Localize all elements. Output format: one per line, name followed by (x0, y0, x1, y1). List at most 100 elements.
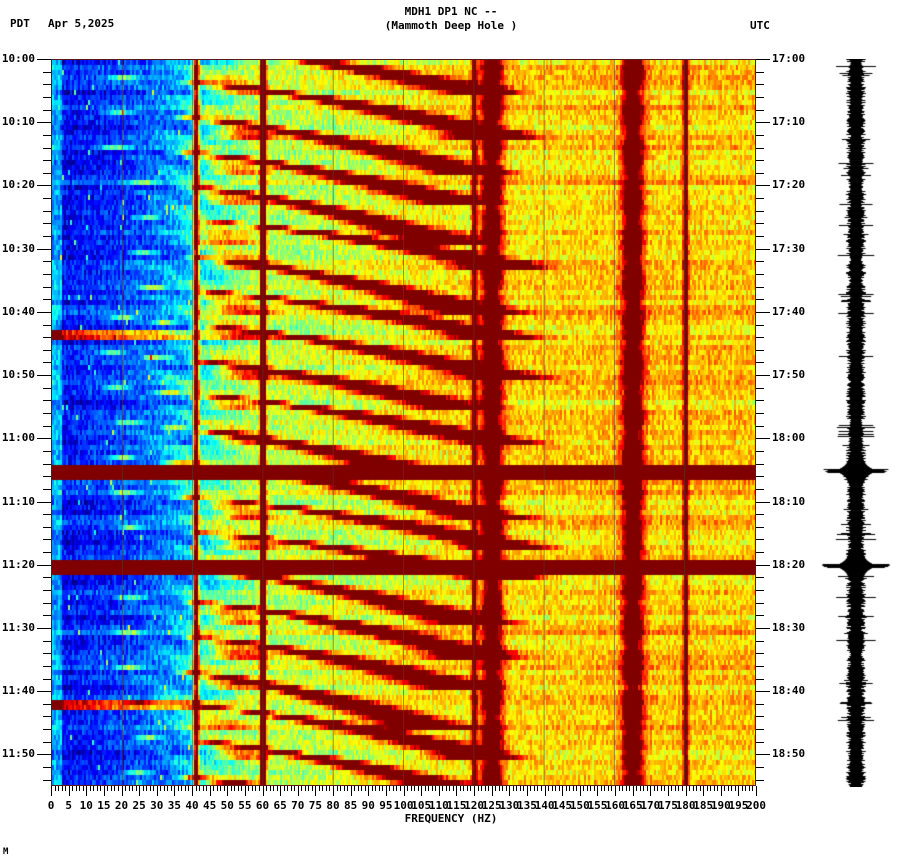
freq-minor-tick (290, 786, 292, 791)
freq-minor-tick (717, 786, 719, 791)
freq-tick-label: 30 (150, 799, 164, 812)
utc-minor-tick (756, 413, 764, 415)
date-label: Apr 5,2025 (48, 17, 115, 30)
spectrogram-plot[interactable] (51, 59, 756, 786)
freq-minor-tick (125, 786, 127, 791)
freq-minor-tick (364, 786, 366, 791)
freq-tick-label: 170 (640, 799, 661, 812)
utc-tick-label: 18:10 (772, 494, 806, 508)
freq-major-tick (350, 786, 352, 796)
freq-minor-tick (184, 786, 186, 791)
utc-minor-tick (756, 349, 764, 351)
freq-minor-tick (65, 786, 67, 791)
freq-tick-label: 55 (238, 799, 252, 812)
freq-minor-tick (283, 786, 285, 791)
utc-minor-tick (756, 425, 764, 427)
pdt-tick-label: 10:00 (1, 52, 35, 65)
freq-minor-tick (555, 786, 557, 791)
freq-minor-tick (329, 786, 331, 791)
utc-minor-tick (756, 665, 764, 667)
utc-minor-tick (756, 84, 764, 86)
utc-major-tick (756, 185, 770, 187)
pdt-minor-tick (43, 539, 51, 541)
freq-minor-tick (170, 786, 172, 791)
freq-minor-tick (431, 786, 433, 791)
utc-minor-tick (756, 463, 764, 465)
freq-minor-tick (607, 786, 609, 791)
pdt-tick-label: 11:40 (1, 684, 35, 698)
freq-minor-tick (340, 786, 342, 791)
freq-minor-tick (382, 786, 384, 791)
freq-major-tick (597, 786, 599, 796)
freq-major-tick (315, 786, 317, 796)
freq-tick-label: 180 (675, 799, 696, 812)
pdt-minor-tick (43, 273, 51, 275)
utc-major-tick (756, 248, 770, 250)
freq-tick-label: 165 (622, 799, 643, 812)
freq-major-tick (632, 786, 634, 796)
seismogram-trace (816, 59, 902, 787)
freq-tick-label: 120 (464, 799, 484, 812)
pdt-minor-tick (43, 488, 51, 490)
utc-major-tick (756, 438, 770, 440)
freq-minor-tick (392, 786, 394, 791)
freq-minor-tick (269, 786, 271, 791)
freq-minor-tick (163, 786, 165, 791)
freq-minor-tick (325, 786, 327, 791)
utc-tick-label: 18:50 (772, 747, 806, 761)
freq-minor-tick (230, 786, 232, 791)
pdt-minor-tick (43, 387, 51, 389)
freq-tick-label: 160 (605, 799, 625, 812)
freq-minor-tick (442, 786, 444, 791)
freq-minor-tick (470, 786, 472, 791)
freq-major-tick (562, 786, 564, 796)
freq-minor-tick (311, 786, 313, 791)
pdt-minor-tick (43, 577, 51, 579)
freq-tick-label: 90 (361, 799, 375, 812)
freq-minor-tick (160, 786, 162, 791)
utc-major-tick (756, 311, 770, 313)
utc-minor-tick (756, 96, 764, 98)
freq-minor-tick (660, 786, 662, 791)
pdt-minor-tick (43, 425, 51, 427)
utc-tick-label: 17:00 (772, 52, 806, 65)
utc-minor-tick (756, 653, 764, 655)
freq-minor-tick (452, 786, 454, 791)
freq-minor-tick (696, 786, 698, 791)
freq-minor-tick (445, 786, 447, 791)
freq-minor-tick (167, 786, 169, 791)
freq-major-tick (51, 786, 52, 796)
pdt-minor-tick (43, 552, 51, 554)
freq-minor-tick (248, 786, 250, 791)
utc-minor-tick (756, 678, 764, 680)
freq-major-tick (244, 786, 246, 796)
pdt-minor-tick (43, 337, 51, 339)
freq-minor-tick (519, 786, 521, 791)
utc-tick-label: 18:30 (772, 620, 806, 634)
freq-major-tick (385, 786, 387, 796)
freq-minor-tick (114, 786, 116, 791)
pdt-minor-tick (43, 590, 51, 592)
freq-minor-tick (604, 786, 606, 791)
utc-minor-tick (756, 552, 764, 554)
freq-minor-tick (146, 786, 148, 791)
freq-minor-tick (234, 786, 236, 791)
utc-minor-tick (756, 324, 764, 326)
freq-minor-tick (533, 786, 535, 791)
pdt-tick-label: 10:10 (1, 115, 35, 129)
freq-minor-tick (639, 786, 641, 791)
freq-minor-tick (294, 786, 296, 791)
timezone-label-left: PDT (10, 17, 30, 30)
pdt-tick-label: 10:30 (1, 241, 35, 255)
utc-tick-label: 18:00 (772, 431, 806, 445)
utc-minor-tick (756, 362, 764, 364)
pdt-minor-tick (43, 286, 51, 288)
freq-major-tick (156, 786, 158, 796)
freq-major-tick (262, 786, 264, 796)
pdt-minor-tick (43, 450, 51, 452)
freq-major-tick (209, 786, 211, 796)
freq-minor-tick (727, 786, 729, 791)
utc-minor-tick (756, 590, 764, 592)
utc-minor-tick (756, 476, 764, 478)
freq-minor-tick (618, 786, 620, 791)
